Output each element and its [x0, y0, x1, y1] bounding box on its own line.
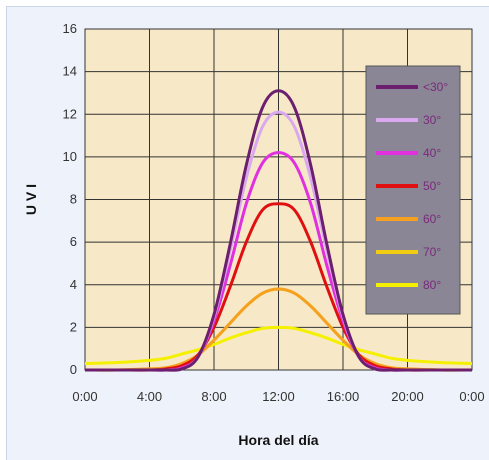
y-tick-label: 16	[63, 21, 77, 36]
x-axis-ticks: 0:00 4:00 8:00 12:00 16:00 20:00 0:00	[72, 389, 484, 404]
series-line	[84, 325, 473, 366]
x-tick-label: 8:00	[201, 389, 226, 404]
series-lines	[84, 89, 473, 372]
y-tick-label: 10	[63, 149, 77, 164]
x-axis-label: Hora del día	[238, 432, 318, 448]
y-tick-label: 8	[70, 192, 77, 207]
legend-label: 70°	[423, 245, 441, 259]
y-axis-label: U V I	[23, 184, 39, 215]
series-line	[84, 89, 472, 372]
y-tick-label: 14	[63, 64, 77, 79]
y-tick-label: 6	[70, 234, 77, 249]
y-tick-label: 0	[70, 362, 77, 377]
y-tick-label: 4	[70, 277, 77, 292]
x-tick-label: 20:00	[391, 389, 424, 404]
y-tick-label: 12	[63, 106, 77, 121]
legend-label: 40°	[423, 146, 441, 160]
legend: <30° 30° 40° 50° 60° 70° 80°	[365, 65, 461, 315]
legend-label: 50°	[423, 179, 441, 193]
x-tick-label: 16:00	[327, 389, 360, 404]
x-tick-label: 0:00	[72, 389, 97, 404]
legend-box	[365, 65, 461, 315]
legend-label: <30°	[423, 80, 448, 94]
legend-label: 60°	[423, 212, 441, 226]
x-tick-label: 12:00	[262, 389, 295, 404]
x-tick-label: 0:00	[459, 389, 484, 404]
legend-label: 30°	[423, 113, 441, 127]
legend-label: 80°	[423, 278, 441, 292]
x-tick-label: 4:00	[137, 389, 162, 404]
y-tick-label: 2	[70, 319, 77, 334]
y-axis-ticks: 0 2 4 6 8 10 12 14 16	[63, 21, 77, 377]
